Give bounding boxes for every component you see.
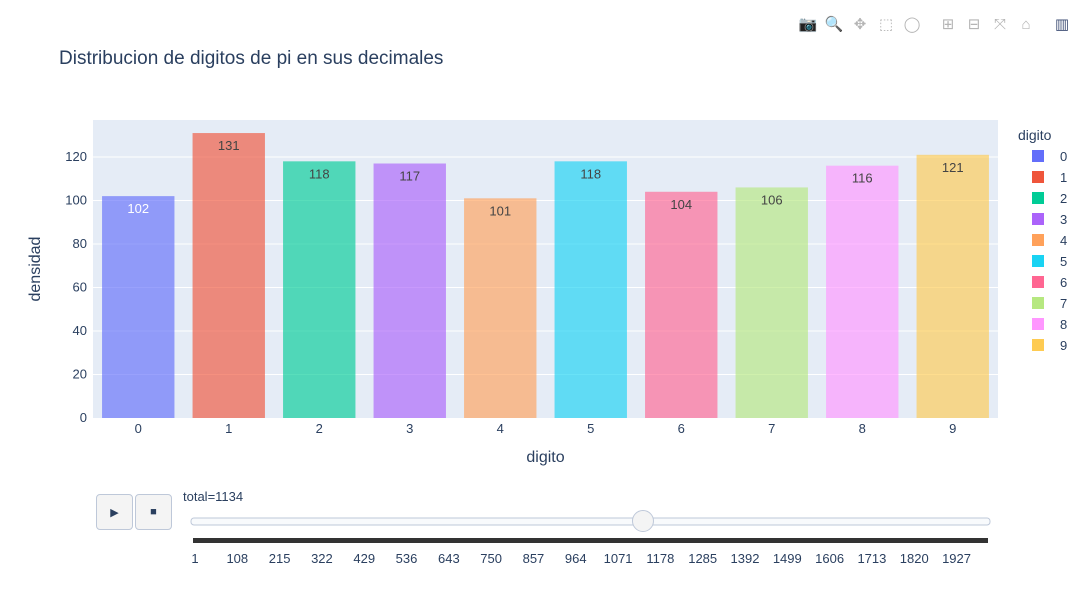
legend-title: digito — [1018, 127, 1052, 143]
slider-tick-rail — [193, 538, 988, 543]
x-tick-label: 7 — [768, 421, 775, 436]
legend-entry: 7 — [1060, 296, 1067, 311]
slider-tick-label: 857 — [523, 551, 545, 566]
slider-handle[interactable] — [631, 510, 654, 532]
legend-entry: 9 — [1060, 338, 1067, 353]
y-tick-label: 120 — [65, 149, 87, 164]
legend-swatch — [1032, 192, 1044, 204]
legend-entry: 1 — [1060, 170, 1067, 185]
slider-tick-label: 1285 — [688, 551, 717, 566]
slider-tick-label: 1820 — [900, 551, 929, 566]
slider-tick-label: 1071 — [604, 551, 633, 566]
x-axis-title: digito — [526, 449, 564, 466]
data-label: 118 — [309, 166, 330, 181]
y-tick-label: 100 — [65, 192, 87, 207]
slider-tick-label: 1 — [191, 551, 198, 566]
y-tick-label: 0 — [80, 410, 87, 425]
slider-tick-label: 108 — [226, 551, 248, 566]
box-select-icon[interactable]: ⬚ — [878, 16, 894, 33]
slider-tick-label: 536 — [396, 551, 418, 566]
slider-tick-label: 964 — [565, 551, 587, 566]
data-label: 131 — [218, 138, 240, 153]
x-tick-label: 9 — [949, 421, 956, 436]
slider-tick-label: 643 — [438, 551, 460, 566]
slider-current-label: total=1134 — [183, 489, 243, 504]
data-label: 117 — [399, 169, 420, 184]
legend-entry: 3 — [1060, 212, 1067, 227]
slider-tick-label: 322 — [311, 551, 333, 566]
lasso-select-icon[interactable]: ◯ — [903, 16, 921, 33]
zoom-out-icon[interactable]: ⊟ — [967, 16, 981, 33]
legend-swatch — [1032, 234, 1044, 246]
modebar: 📷 🔍 ✥ ⬚ ◯ ⊞ ⊟ ⤧ ⌂ ▥ — [795, 12, 1075, 36]
bar — [916, 154, 989, 418]
chart-title: Distribucion de digitos de pi en sus dec… — [59, 48, 443, 69]
legend-entry: 8 — [1060, 317, 1067, 332]
slider-tick-label: 215 — [269, 551, 291, 566]
data-label: 118 — [580, 166, 601, 181]
data-label: 116 — [852, 171, 873, 186]
legend-swatch — [1032, 318, 1044, 330]
bar — [735, 187, 808, 418]
x-tick-label: 2 — [316, 421, 323, 436]
legend-swatch — [1032, 339, 1044, 351]
data-label: 121 — [942, 160, 964, 175]
y-tick-label: 20 — [73, 366, 87, 381]
slider-tick-label: 1178 — [646, 551, 674, 566]
data-label: 101 — [489, 203, 511, 218]
slider-track — [190, 517, 991, 526]
y-tick-label: 80 — [73, 236, 87, 251]
y-tick-label: 40 — [73, 323, 87, 338]
slider-tick-label: 1927 — [942, 551, 971, 566]
slider-tick-label: 1606 — [815, 551, 844, 566]
reset-axes-icon[interactable]: ⌂ — [1021, 15, 1031, 33]
slider-tick-label: 750 — [480, 551, 502, 566]
camera-icon[interactable]: 📷 — [798, 16, 818, 33]
legend-entry: 0 — [1060, 149, 1067, 164]
y-tick-label: 60 — [73, 279, 87, 294]
legend-swatch — [1032, 213, 1044, 225]
y-axis-title: densidad — [27, 237, 44, 302]
legend-entry: 5 — [1060, 254, 1067, 269]
legend-swatch — [1032, 255, 1044, 267]
pan-icon[interactable]: ✥ — [853, 16, 867, 33]
legend-swatch — [1032, 297, 1044, 309]
legend-entry: 6 — [1060, 275, 1067, 290]
bar — [554, 161, 627, 418]
x-tick-label: 1 — [225, 421, 232, 436]
play-button[interactable]: ▶ — [96, 494, 133, 530]
x-tick-label: 6 — [678, 421, 685, 436]
x-tick-label: 4 — [497, 421, 504, 436]
bar — [826, 165, 899, 418]
slider-tick-label: 1392 — [731, 551, 760, 566]
autoscale-icon[interactable]: ⤧ — [993, 15, 1006, 33]
zoom-icon[interactable]: 🔍 — [824, 16, 844, 33]
legend-swatch — [1032, 171, 1044, 183]
x-tick-label: 8 — [859, 421, 866, 436]
bar — [283, 161, 356, 418]
legend-entry: 2 — [1060, 191, 1067, 206]
legend-swatch — [1032, 150, 1044, 162]
plotly-logo-icon[interactable]: ▥ — [1054, 16, 1070, 33]
data-label: 104 — [670, 197, 692, 212]
bar — [464, 198, 537, 418]
data-label: 102 — [127, 201, 149, 216]
slider-tick-label: 429 — [353, 551, 375, 566]
x-tick-label: 0 — [135, 421, 142, 436]
bar — [192, 133, 265, 419]
bar — [102, 196, 175, 418]
x-tick-label: 5 — [587, 421, 594, 436]
bar — [373, 163, 446, 418]
x-tick-label: 3 — [406, 421, 413, 436]
data-label: 106 — [761, 192, 783, 207]
slider-tick-label: 1499 — [773, 551, 802, 566]
stop-button[interactable]: ■ — [135, 494, 172, 530]
slider-tick-label: 1713 — [857, 551, 886, 566]
zoom-in-icon[interactable]: ⊞ — [941, 16, 955, 33]
legend-entry: 4 — [1060, 233, 1067, 248]
legend-swatch — [1032, 276, 1044, 288]
bar — [645, 191, 718, 418]
